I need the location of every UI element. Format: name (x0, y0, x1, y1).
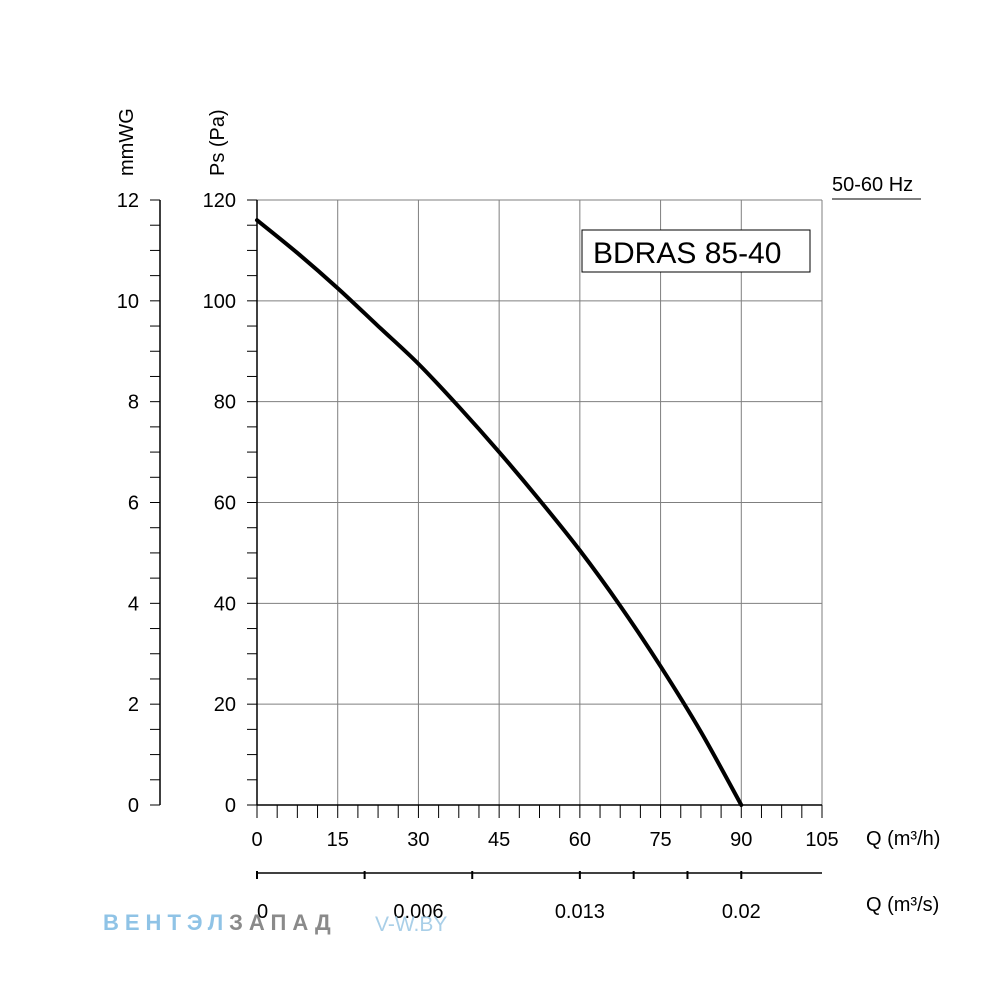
x-tick-label: 45 (488, 829, 510, 851)
brand-part1: ВЕНТЭЛ (103, 910, 230, 935)
y-tick-label: 120 (203, 190, 236, 212)
x2-tick-label: 0.006 (393, 901, 443, 923)
y2-tick-label: 12 (117, 190, 139, 212)
brand-part2: ЗАПАД (229, 910, 337, 935)
x-tick-label: 90 (730, 829, 752, 851)
x-tick-label: 105 (805, 829, 838, 851)
y-tick-label: 60 (214, 493, 236, 515)
x-tick-label: 30 (407, 829, 429, 851)
axes (159, 200, 822, 874)
x-tick-label: 60 (569, 829, 591, 851)
minor-ticks (150, 199, 823, 879)
y-tick-label: 20 (214, 694, 236, 716)
y2-tick-label: 0 (128, 795, 139, 817)
x2-axis-label: Q (m³/s) (866, 894, 939, 916)
x-axis-label: Q (m³/h) (866, 828, 940, 850)
model-label-box (581, 229, 811, 273)
y-axis-label: Ps (Pa) (207, 109, 229, 176)
x2-tick-label: 0 (257, 901, 268, 923)
y-tick-label: 80 (214, 392, 236, 414)
y2-tick-label: 2 (128, 694, 139, 716)
x2-tick-label: 0.013 (555, 901, 605, 923)
y2-tick-label: 4 (128, 593, 139, 615)
x-tick-label: 0 (251, 829, 262, 851)
x-tick-label: 75 (649, 829, 671, 851)
y-tick-label: 40 (214, 593, 236, 615)
y-tick-label: 0 (225, 795, 236, 817)
site-watermark: V-W.BY (375, 913, 448, 936)
chart-title: BDRAS 85-40 (593, 237, 781, 270)
frequency-label: 50-60 Hz (832, 174, 913, 196)
x-tick-label: 15 (327, 829, 349, 851)
brand-watermark: ВЕНТЭЛЗАПАД (103, 910, 337, 936)
y2-tick-label: 6 (128, 493, 139, 515)
grid-lines (256, 199, 823, 806)
y-tick-label: 100 (203, 291, 236, 313)
y2-tick-label: 10 (117, 291, 139, 313)
y2-axis-label: mmWG (116, 108, 138, 176)
series-line (255, 218, 744, 807)
y2-tick-label: 8 (128, 392, 139, 414)
x2-tick-label: 0.02 (722, 901, 761, 923)
tick-labels: 0 15 30 45 60 75 90 105020406080100120024681012… (117, 190, 839, 923)
